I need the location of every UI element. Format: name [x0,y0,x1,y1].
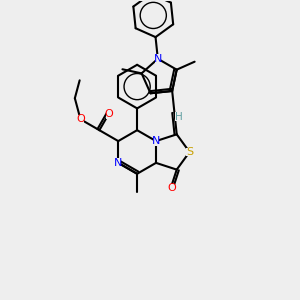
FancyBboxPatch shape [77,115,84,124]
FancyBboxPatch shape [169,184,175,193]
Text: S: S [186,147,193,157]
Text: O: O [76,114,85,124]
Text: H: H [175,112,182,122]
FancyBboxPatch shape [153,136,159,146]
Text: O: O [167,183,176,193]
Text: N: N [114,158,122,168]
FancyBboxPatch shape [106,110,112,118]
FancyBboxPatch shape [155,54,161,63]
Text: N: N [152,136,160,146]
FancyBboxPatch shape [175,112,182,121]
Text: O: O [104,109,113,119]
Text: N: N [154,54,162,64]
FancyBboxPatch shape [115,158,121,167]
FancyBboxPatch shape [187,148,193,156]
